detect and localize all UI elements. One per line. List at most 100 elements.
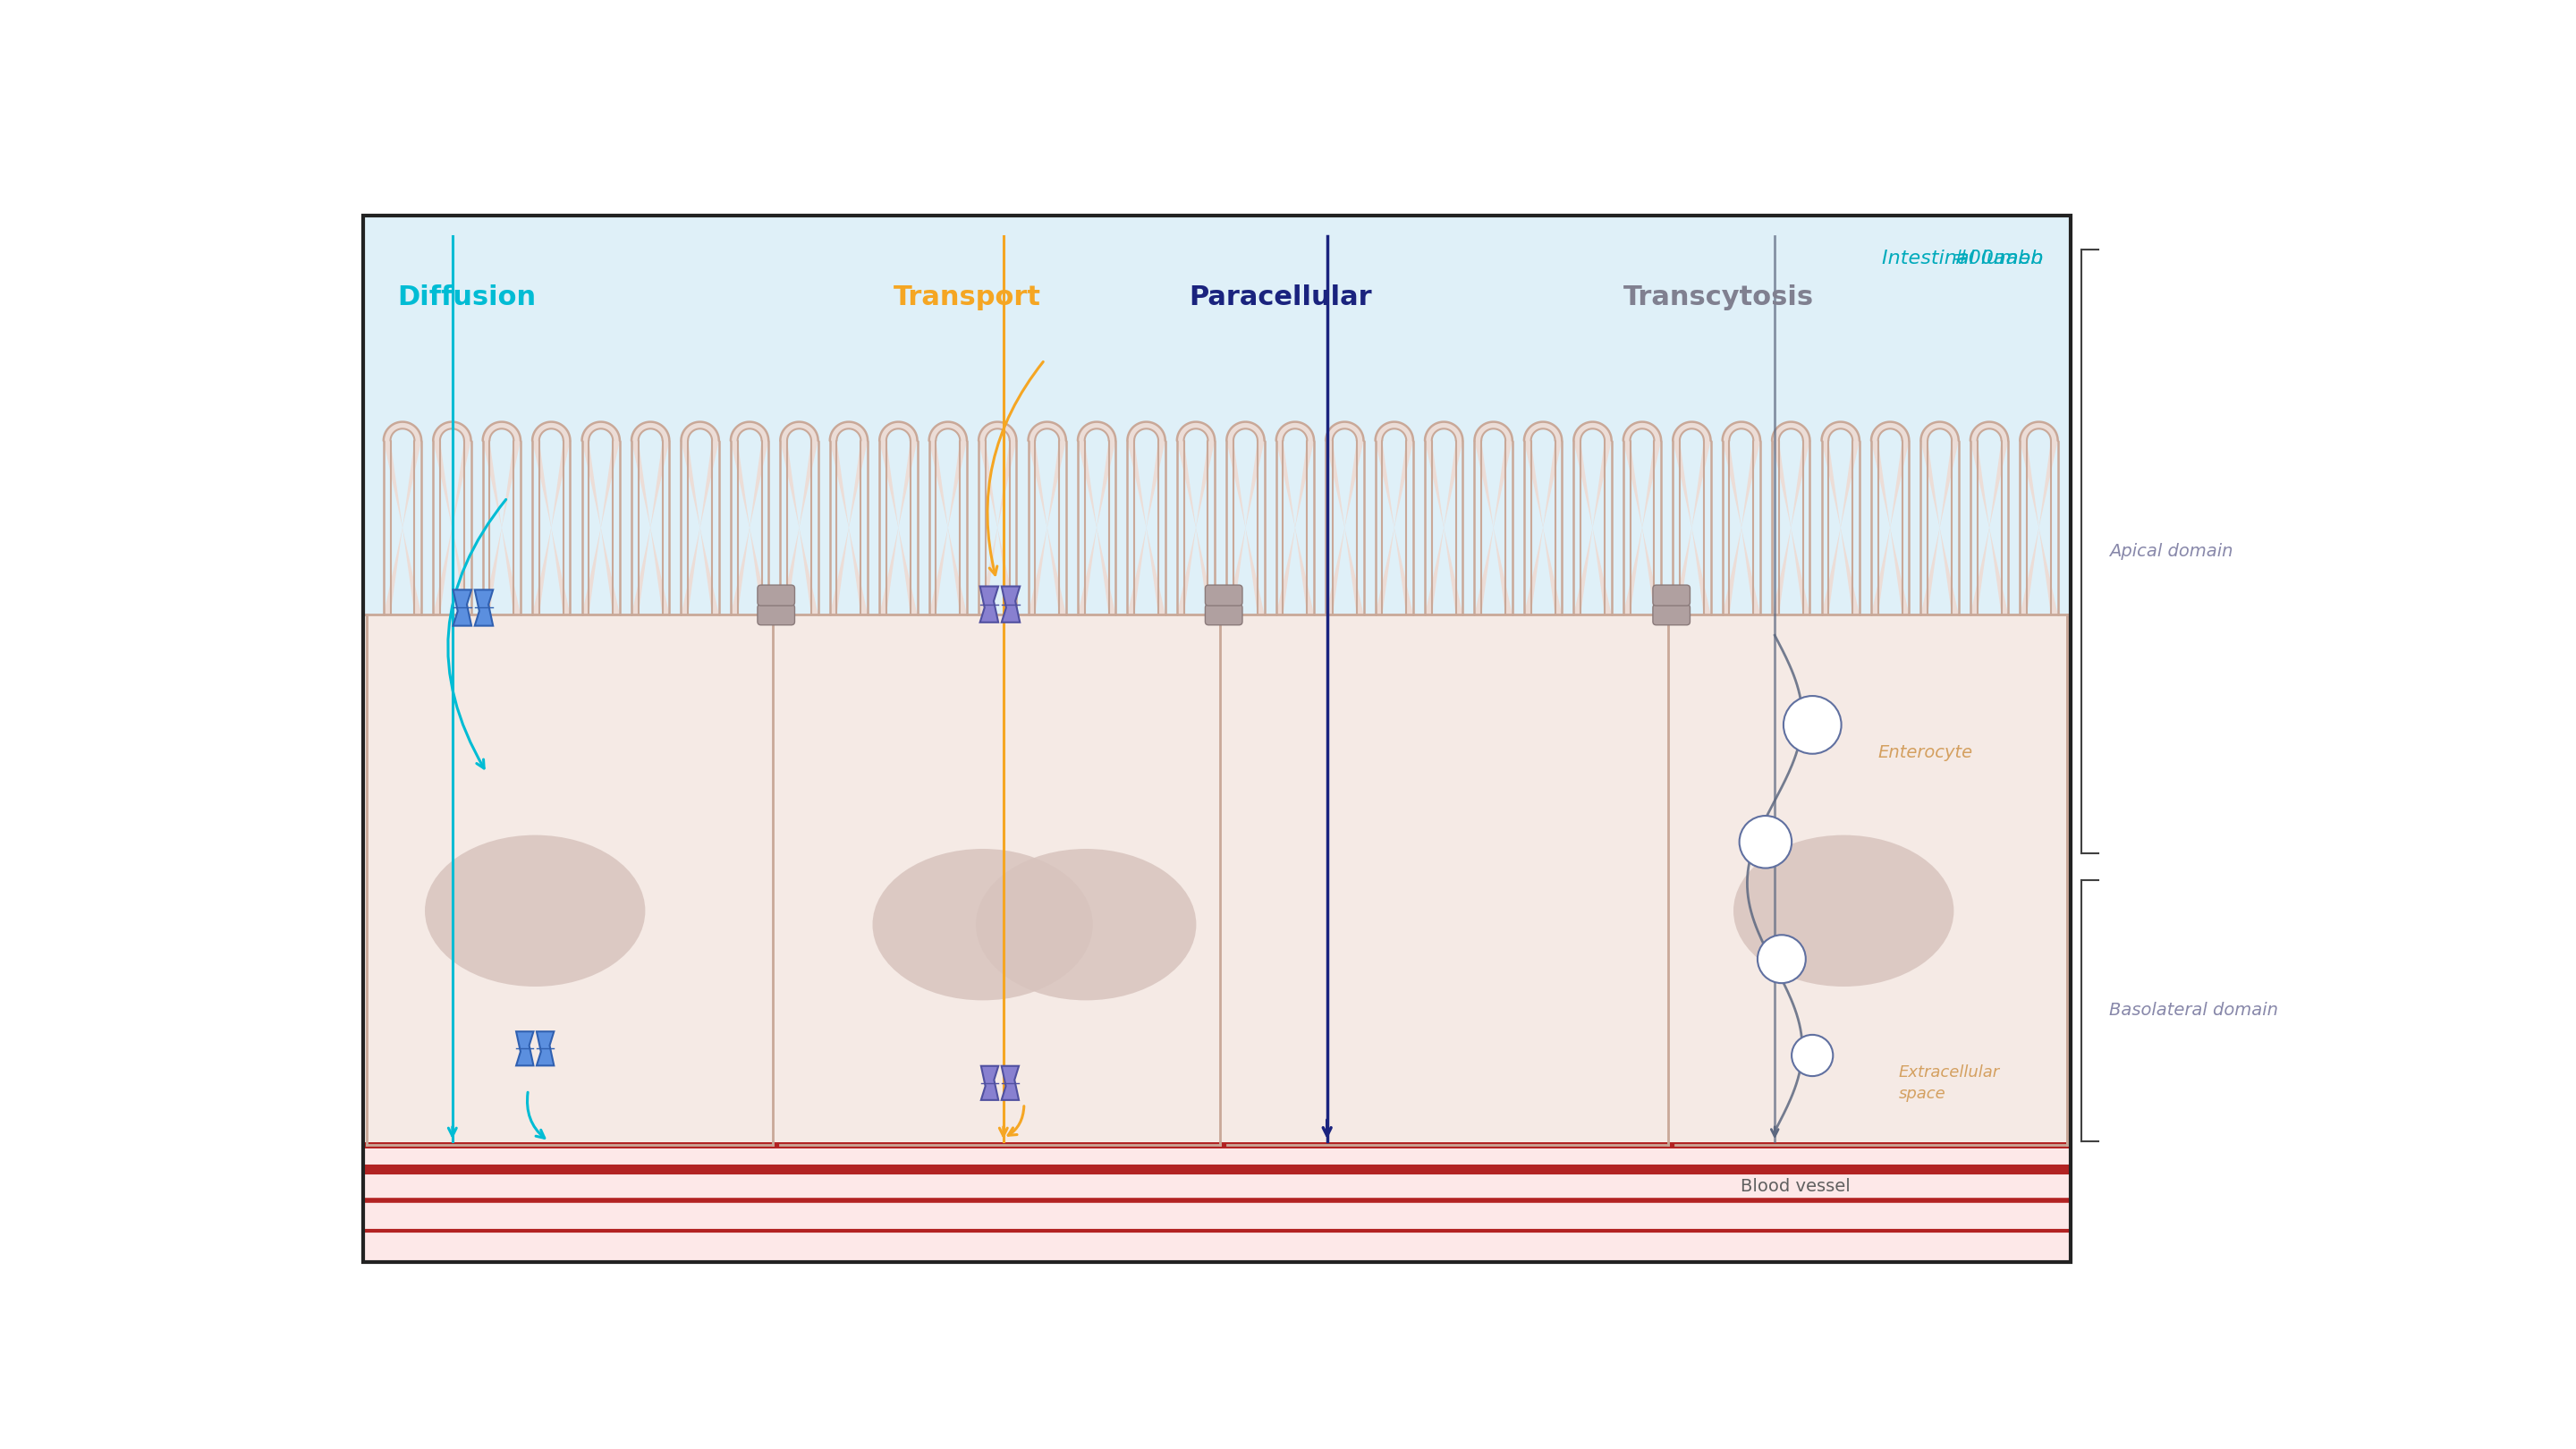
Polygon shape xyxy=(433,422,471,616)
Polygon shape xyxy=(1376,422,1414,616)
Text: Extracellular
space: Extracellular space xyxy=(1899,1065,1999,1101)
Polygon shape xyxy=(680,422,719,616)
Polygon shape xyxy=(1283,429,1306,616)
Polygon shape xyxy=(639,429,662,616)
Polygon shape xyxy=(1275,422,1314,616)
Polygon shape xyxy=(886,429,909,616)
Polygon shape xyxy=(582,422,621,616)
Text: Apical domain: Apical domain xyxy=(2110,543,2233,559)
Polygon shape xyxy=(590,429,613,616)
Polygon shape xyxy=(1530,429,1556,616)
Polygon shape xyxy=(453,590,471,626)
Polygon shape xyxy=(489,429,513,616)
Polygon shape xyxy=(1383,429,1406,616)
Circle shape xyxy=(1757,935,1806,982)
Polygon shape xyxy=(1481,429,1504,616)
Text: Basolateral domain: Basolateral domain xyxy=(2110,1003,2277,1019)
Text: #00aabb: #00aabb xyxy=(1953,249,2043,268)
Polygon shape xyxy=(829,422,868,616)
Polygon shape xyxy=(1971,422,2009,616)
Bar xyxy=(363,1145,2071,1262)
Polygon shape xyxy=(1574,422,1613,616)
Polygon shape xyxy=(1525,422,1561,616)
Polygon shape xyxy=(1829,429,1852,616)
Polygon shape xyxy=(1002,587,1020,622)
Polygon shape xyxy=(1177,422,1216,616)
Polygon shape xyxy=(1623,422,1662,616)
Polygon shape xyxy=(1425,422,1463,616)
Polygon shape xyxy=(1432,429,1455,616)
Polygon shape xyxy=(2020,422,2058,616)
Text: Transcytosis: Transcytosis xyxy=(1623,284,1814,310)
Polygon shape xyxy=(1077,422,1115,616)
Polygon shape xyxy=(781,422,819,616)
Polygon shape xyxy=(987,429,1010,616)
Polygon shape xyxy=(1084,429,1108,616)
Polygon shape xyxy=(1226,422,1265,616)
Polygon shape xyxy=(1332,429,1358,616)
Circle shape xyxy=(1783,696,1842,753)
Polygon shape xyxy=(1780,429,1803,616)
Polygon shape xyxy=(1728,429,1754,616)
Polygon shape xyxy=(2027,429,2050,616)
Polygon shape xyxy=(1327,422,1363,616)
Text: Blood vessel: Blood vessel xyxy=(1741,1178,1850,1195)
Polygon shape xyxy=(1473,422,1512,616)
Ellipse shape xyxy=(425,835,644,987)
Bar xyxy=(363,216,2071,614)
Polygon shape xyxy=(1631,429,1654,616)
FancyBboxPatch shape xyxy=(1206,585,1242,606)
Polygon shape xyxy=(482,422,520,616)
Polygon shape xyxy=(1234,429,1257,616)
Polygon shape xyxy=(533,422,569,616)
Text: Paracellular: Paracellular xyxy=(1190,284,1373,310)
Polygon shape xyxy=(837,429,860,616)
Text: Diffusion: Diffusion xyxy=(397,284,536,310)
Polygon shape xyxy=(1036,429,1059,616)
Bar xyxy=(363,216,2071,1262)
FancyBboxPatch shape xyxy=(1654,604,1690,625)
Polygon shape xyxy=(536,1032,554,1065)
FancyBboxPatch shape xyxy=(1654,585,1690,606)
Circle shape xyxy=(1739,816,1793,868)
Text: Intestinal lumen: Intestinal lumen xyxy=(1883,249,2043,268)
Polygon shape xyxy=(538,429,564,616)
FancyBboxPatch shape xyxy=(757,585,796,606)
Polygon shape xyxy=(1028,422,1066,616)
Polygon shape xyxy=(1922,422,1958,616)
Text: Transport: Transport xyxy=(894,284,1041,310)
Polygon shape xyxy=(1772,422,1811,616)
Polygon shape xyxy=(1672,422,1710,616)
Polygon shape xyxy=(1978,429,2002,616)
Polygon shape xyxy=(384,422,422,616)
Polygon shape xyxy=(1133,429,1159,616)
Polygon shape xyxy=(1185,429,1208,616)
FancyBboxPatch shape xyxy=(1206,604,1242,625)
Polygon shape xyxy=(1002,1066,1020,1100)
Ellipse shape xyxy=(1734,835,1953,987)
Polygon shape xyxy=(979,587,999,622)
Ellipse shape xyxy=(976,849,1195,1000)
Polygon shape xyxy=(981,1066,999,1100)
Polygon shape xyxy=(515,1032,533,1065)
Bar xyxy=(363,614,2071,1145)
Polygon shape xyxy=(474,590,492,626)
Polygon shape xyxy=(1927,429,1953,616)
Polygon shape xyxy=(1878,429,1901,616)
Polygon shape xyxy=(631,422,670,616)
Polygon shape xyxy=(737,429,762,616)
Ellipse shape xyxy=(873,849,1092,1000)
Circle shape xyxy=(1793,1035,1834,1077)
Polygon shape xyxy=(688,429,711,616)
Polygon shape xyxy=(930,422,966,616)
Polygon shape xyxy=(1870,422,1909,616)
Polygon shape xyxy=(392,429,415,616)
Bar xyxy=(363,216,2071,1262)
Polygon shape xyxy=(1128,422,1164,616)
Polygon shape xyxy=(935,429,961,616)
Polygon shape xyxy=(1821,422,1860,616)
Polygon shape xyxy=(979,422,1018,616)
Polygon shape xyxy=(1723,422,1759,616)
Polygon shape xyxy=(732,422,768,616)
FancyBboxPatch shape xyxy=(757,604,796,625)
